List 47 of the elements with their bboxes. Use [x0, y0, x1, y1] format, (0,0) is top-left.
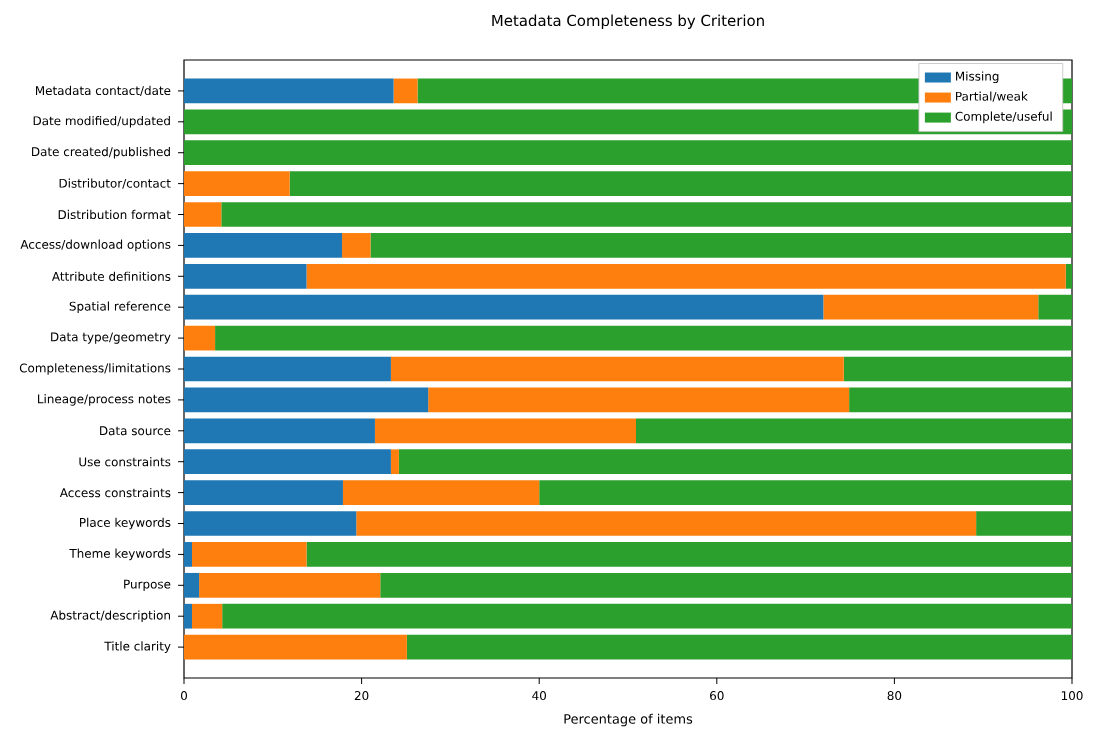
bar	[976, 511, 1073, 536]
bar	[222, 603, 1073, 629]
bar	[374, 418, 636, 444]
bar	[184, 325, 216, 351]
bar	[184, 449, 391, 475]
bar	[184, 78, 394, 104]
bar	[406, 634, 1073, 660]
bar	[289, 171, 1073, 196]
bar	[306, 263, 1066, 289]
bar	[184, 233, 343, 258]
bar	[184, 480, 343, 505]
bar	[184, 140, 1073, 166]
bar	[221, 202, 1073, 227]
bar	[1065, 263, 1073, 289]
bar	[184, 418, 375, 444]
bar	[184, 511, 357, 536]
bar	[184, 202, 222, 227]
bar	[342, 233, 371, 258]
bar	[184, 171, 290, 196]
bar	[390, 356, 844, 382]
bar	[184, 387, 429, 413]
bar	[306, 542, 1073, 567]
bar	[356, 511, 977, 536]
bar	[184, 603, 192, 629]
bar	[191, 603, 223, 629]
bar	[823, 294, 1039, 320]
bar	[184, 263, 307, 289]
bar	[843, 356, 1073, 382]
bar	[342, 480, 540, 505]
bar	[184, 356, 391, 382]
bar	[539, 480, 1073, 505]
bar	[390, 449, 399, 475]
bar	[215, 325, 1073, 351]
bar	[184, 572, 200, 598]
bar	[398, 449, 1073, 475]
bar	[184, 294, 824, 320]
bar	[636, 418, 1073, 444]
bar	[199, 572, 381, 598]
bar	[191, 542, 307, 567]
bar	[184, 542, 192, 567]
bar	[393, 78, 418, 104]
bar	[849, 387, 1073, 413]
bar	[380, 572, 1073, 598]
bar	[370, 233, 1073, 258]
bar	[184, 634, 407, 660]
bar	[428, 387, 850, 413]
bar	[1038, 294, 1073, 320]
